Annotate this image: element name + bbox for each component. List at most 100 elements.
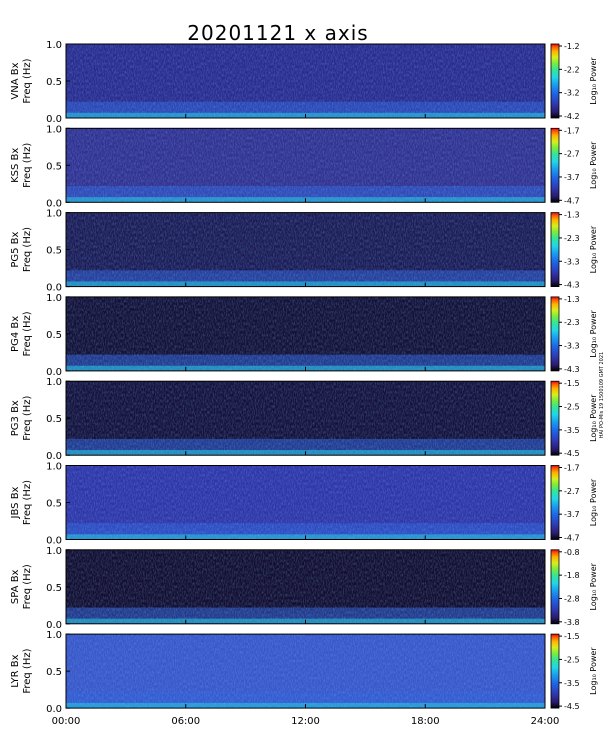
colorbar-label: Log₁₀ Power — [589, 562, 598, 610]
colorbar-tick-label: -2.2 — [564, 65, 580, 74]
station-label: JBS Bx — [10, 486, 21, 519]
colorbar-tick-label: -2.3 — [564, 318, 580, 327]
y-axis-label: Freq (Hz) — [22, 58, 33, 103]
colorbar-tick-label: -4.7 — [564, 196, 580, 205]
panel-3: 0.0 0.5 1.0 PG5 Bx Freq (Hz) -1.3 -2.3 -3.3 -4.3… — [10, 209, 598, 294]
x-tick-label: 00:00 — [52, 716, 81, 727]
colorbar-label: Log₁₀ Power — [589, 225, 598, 273]
panel-5: 0.0 0.5 1.0 PG3 Bx Freq (Hz) -1.5 -2.5 -3.5 -4.5… — [10, 377, 598, 462]
colorbar-tick-label: -1.2 — [564, 42, 580, 51]
colorbar-tick-label: -2.7 — [564, 487, 580, 496]
station-label: PG5 Bx — [10, 231, 21, 267]
colorbar-label: Log₁₀ Power — [589, 394, 598, 442]
y-axis-label: Freq (Hz) — [22, 311, 33, 356]
station-label: SPA Bx — [10, 569, 21, 604]
colorbar-label: Log₁₀ Power — [589, 309, 598, 357]
y-axis-label: Freq (Hz) — [22, 143, 33, 188]
colorbar — [550, 633, 560, 709]
colorbar — [550, 380, 560, 456]
x-tick-label: 06:00 — [171, 716, 200, 727]
y-tick-label: 0.5 — [46, 161, 62, 172]
colorbar-tick-label: -3.3 — [564, 257, 580, 266]
spectrogram-texture — [66, 549, 545, 624]
station-label: VNA Bx — [10, 62, 21, 99]
colorbar-tick-label: -2.5 — [564, 655, 580, 664]
colorbar-tick-label: -1.7 — [564, 464, 580, 473]
figure-title: 20201121 x axis — [187, 21, 368, 45]
panel-2: 0.0 0.5 1.0 KSS Bx Freq (Hz) -1.7 -2.7 -3.7 -4.7… — [10, 124, 598, 209]
panel-7: 0.0 0.5 1.0 SPA Bx Freq (Hz) -0.8 -1.8 -2.8 -3.8… — [10, 546, 598, 631]
colorbar-tick-label: -4.3 — [564, 365, 580, 374]
colorbar — [550, 212, 560, 288]
colorbar-tick-label: -4.5 — [564, 702, 580, 711]
colorbar-tick-label: -2.8 — [564, 594, 580, 603]
y-tick-label: 0.5 — [46, 414, 62, 425]
y-tick-label: 1.0 — [46, 40, 62, 51]
colorbar-label: Log₁₀ Power — [589, 57, 598, 105]
colorbar-tick-label: -3.7 — [564, 173, 580, 182]
colorbar-tick-label: -3.2 — [564, 89, 580, 98]
y-tick-label: 0.0 — [46, 620, 62, 631]
colorbar-tick-label: -0.8 — [564, 548, 580, 557]
y-tick-label: 0.0 — [46, 114, 62, 125]
colorbar-tick-label: -4.5 — [564, 449, 580, 458]
spectrogram-texture — [66, 212, 545, 287]
colorbar-label: Log₁₀ Power — [589, 647, 598, 695]
y-tick-label: 1.0 — [46, 293, 62, 304]
y-tick-label: 1.0 — [46, 462, 62, 473]
colorbar — [550, 43, 560, 119]
colorbar-tick-label: -2.5 — [564, 403, 580, 412]
y-tick-label: 1.0 — [46, 546, 62, 557]
y-axis-label: Freq (Hz) — [22, 396, 33, 441]
colorbar-label: Log₁₀ Power — [589, 141, 598, 189]
y-tick-label: 0.5 — [46, 499, 62, 510]
y-tick-label: 0.5 — [46, 667, 62, 678]
y-tick-label: 0.0 — [46, 283, 62, 294]
panel-4: 0.0 0.5 1.0 PG4 Bx Freq (Hz) -1.3 -2.3 -3.3 -4.3… — [10, 293, 598, 378]
spectrogram-texture — [66, 44, 545, 118]
y-tick-label: 0.0 — [46, 536, 62, 547]
side-note: HAI PO-Mis 19 1500109 GMT 2021 — [599, 352, 605, 438]
colorbar-tick-label: -1.3 — [564, 211, 580, 220]
y-tick-label: 1.0 — [46, 209, 62, 220]
y-tick-label: 1.0 — [46, 377, 62, 388]
x-tick-label: 18:00 — [411, 716, 440, 727]
y-tick-label: 0.0 — [46, 704, 62, 715]
colorbar-label: Log₁₀ Power — [589, 478, 598, 526]
y-axis-label: Freq (Hz) — [22, 564, 33, 609]
station-label: PG4 Bx — [10, 316, 21, 352]
y-tick-label: 1.0 — [46, 630, 62, 641]
panel-8: 0.0 0.5 1.0 LYR Bx Freq (Hz) -1.5 -2.5 -3.5 -4.5… — [10, 630, 598, 715]
y-tick-label: 0.0 — [46, 198, 62, 209]
spectrogram-texture — [66, 296, 545, 371]
panel-1: 0.0 0.5 1.0 VNA Bx Freq (Hz) -1.2 -2.2 -3.2 -4.2… — [10, 40, 598, 125]
y-tick-label: 0.5 — [46, 583, 62, 594]
colorbar — [550, 296, 560, 372]
colorbar-tick-label: -1.7 — [564, 126, 580, 135]
colorbar-tick-label: -1.5 — [564, 632, 580, 641]
colorbar-tick-label: -3.5 — [564, 426, 580, 435]
y-tick-label: 0.0 — [46, 367, 62, 378]
colorbar — [550, 549, 560, 625]
x-tick-label: 12:00 — [291, 716, 320, 727]
spectrogram-texture — [66, 634, 545, 709]
y-axis-label: Freq (Hz) — [22, 480, 33, 525]
y-tick-label: 0.5 — [46, 330, 62, 341]
spectrogram-texture — [66, 465, 545, 540]
station-label: PG3 Bx — [10, 400, 21, 436]
colorbar-tick-label: -2.3 — [564, 234, 580, 243]
colorbar-tick-label: -4.7 — [564, 534, 580, 543]
colorbar-tick-label: -1.8 — [564, 571, 580, 580]
time-axis: 00:00 06:00 12:00 18:00 24:00 — [52, 716, 560, 727]
y-tick-label: 1.0 — [46, 124, 62, 135]
y-tick-label: 0.5 — [46, 77, 62, 88]
spectrogram-texture — [66, 381, 545, 456]
x-tick-label: 24:00 — [531, 716, 560, 727]
y-tick-label: 0.5 — [46, 246, 62, 257]
colorbar-tick-label: -3.3 — [564, 342, 580, 351]
colorbar-tick-label: -3.7 — [564, 510, 580, 519]
colorbar — [550, 127, 560, 203]
y-axis-label: Freq (Hz) — [22, 227, 33, 272]
station-label: KSS Bx — [10, 148, 21, 183]
